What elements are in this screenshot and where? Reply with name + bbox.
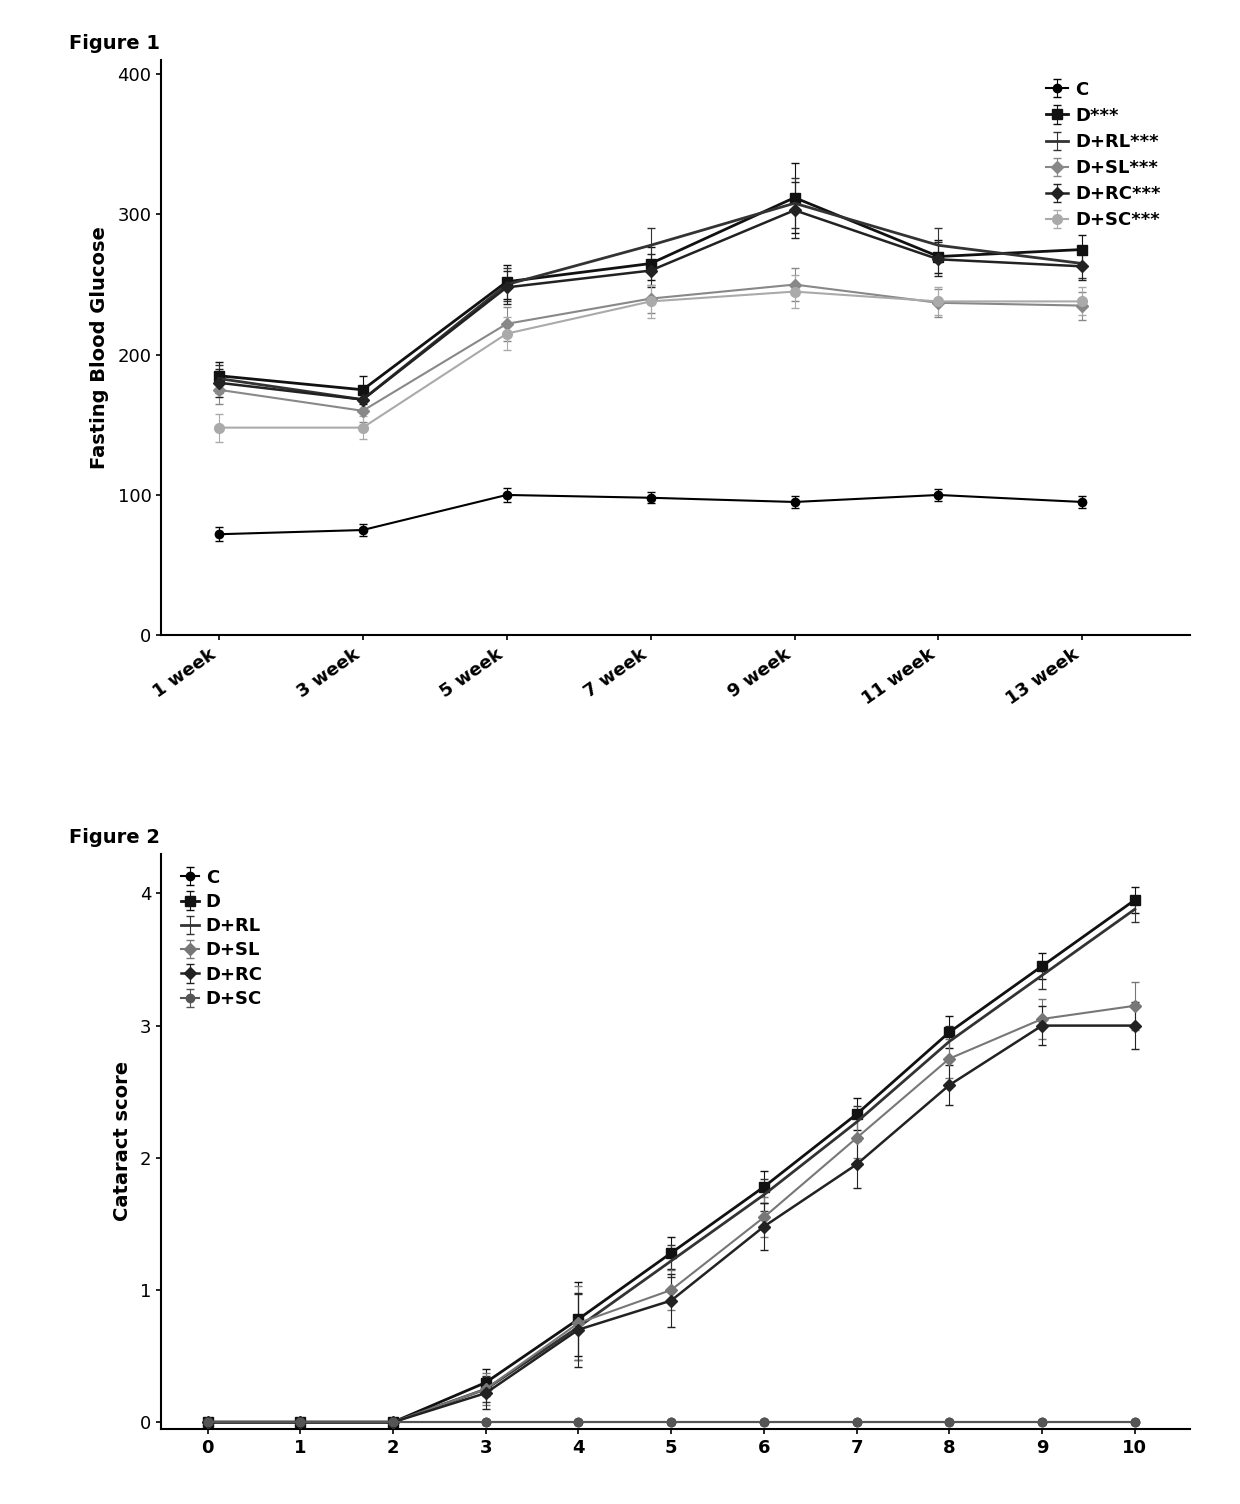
Y-axis label: Cataract score: Cataract score	[113, 1062, 131, 1221]
Legend: C, D***, D+RL***, D+SL***, D+RC***, D+SC***: C, D***, D+RL***, D+SL***, D+RC***, D+SC…	[1047, 81, 1161, 229]
Legend: C, D, D+RL, D+SL, D+RC, D+SC: C, D, D+RL, D+SL, D+RC, D+SC	[181, 868, 263, 1008]
Y-axis label: Fasting Blood Glucose: Fasting Blood Glucose	[91, 226, 109, 469]
Text: Figure 2: Figure 2	[68, 827, 160, 847]
Text: Figure 1: Figure 1	[68, 35, 160, 53]
